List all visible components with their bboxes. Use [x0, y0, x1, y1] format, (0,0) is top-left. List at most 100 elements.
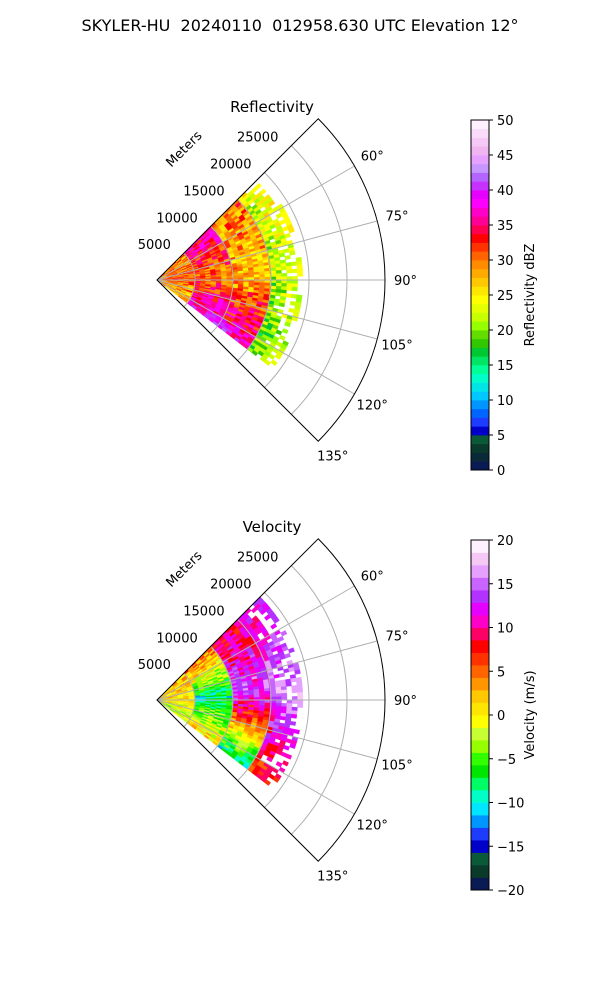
data-cell: [281, 703, 288, 708]
data-cell: [290, 677, 297, 683]
azimuth-tick-label: 60°: [361, 150, 384, 165]
colorbar-tick-label: 50: [497, 114, 514, 129]
azimuth-tick-label: 75°: [386, 630, 409, 645]
colorbar-swatch: [471, 715, 489, 728]
colorbar-swatch: [471, 391, 489, 401]
data-cell: [297, 272, 304, 277]
colorbar-swatch: [471, 303, 489, 313]
colorbar-swatch: [471, 627, 489, 641]
data-cell: [296, 688, 303, 693]
colorbar-swatch: [471, 865, 489, 878]
data-cell: [284, 652, 291, 659]
colorbar-swatch: [471, 330, 489, 340]
colorbar-swatch: [471, 677, 489, 691]
colorbar-swatch: [471, 356, 489, 366]
colorbar-swatch: [471, 216, 489, 226]
colorbar-swatch: [471, 172, 489, 182]
data-cell: [272, 776, 280, 783]
data-cell: [270, 282, 277, 287]
azimuth-gridline: [156, 699, 355, 815]
data-cell: [248, 694, 255, 698]
colorbar-swatch: [471, 665, 489, 678]
data-cell: [268, 200, 276, 207]
colorbar-swatch: [471, 777, 489, 791]
colorbar-tick-label: 40: [497, 184, 514, 199]
data-cell: [270, 273, 277, 278]
data-cell: [221, 276, 228, 279]
data-cell: [281, 279, 288, 284]
data-cell: [289, 743, 297, 749]
data-cell: [275, 285, 282, 291]
range-tick-label: 25000: [237, 131, 278, 146]
colorbar: −20 −15 −10 −5 0 5 10 15 20 Velocity (m/s): [470, 534, 538, 899]
data-cell: [297, 703, 304, 708]
range-tick-label: 10000: [156, 211, 197, 226]
colorbar-tick-label: 20: [497, 534, 514, 549]
data-field: [156, 182, 304, 367]
colorbar-swatch: [471, 461, 489, 471]
data-field: [156, 596, 304, 786]
colorbar-swatch: [471, 312, 489, 322]
data-cell: [243, 274, 250, 278]
colorbar-swatch: [471, 181, 489, 191]
colorbar-swatch: [471, 233, 489, 243]
colorbar-swatch: [471, 120, 489, 130]
colorbar-swatch: [471, 752, 489, 766]
azimuth-gridline: [156, 165, 355, 281]
data-cell: [275, 761, 283, 768]
data-cell: [297, 692, 304, 697]
data-cell: [291, 283, 298, 288]
sector-frame: [156, 118, 386, 442]
data-cell: [286, 703, 293, 708]
colorbar-swatch: [471, 802, 489, 816]
data-cell: [281, 696, 288, 701]
data-cell: [291, 706, 298, 712]
data-cell: [275, 702, 282, 707]
azimuth-gridline: [156, 220, 378, 281]
data-cell: [280, 686, 287, 691]
data-cell: [285, 293, 292, 298]
azimuth-tick-label: 120°: [357, 818, 388, 833]
azimuth-tick-label: 135°: [317, 450, 348, 465]
colorbar-swatch: [471, 815, 489, 828]
data-cell: [275, 292, 282, 297]
data-cell: [288, 647, 295, 654]
data-cell: [291, 696, 298, 701]
colorbar-swatch: [471, 565, 489, 578]
data-cell: [254, 182, 262, 190]
data-cell: [264, 282, 271, 287]
page-title: SKYLER-HU 20240110 012958.630 UTC Elevat…: [81, 16, 519, 35]
data-cell: [270, 690, 277, 695]
colorbar-tick-label: 10: [497, 394, 514, 409]
colorbar-swatch: [471, 690, 489, 703]
data-cell: [286, 699, 293, 704]
data-cell: [291, 279, 298, 284]
range-tick-label: 5000: [138, 658, 171, 673]
colorbar-swatch: [471, 840, 489, 853]
colorbar-swatch: [471, 163, 489, 173]
data-cell: [284, 321, 291, 328]
data-cell: [274, 353, 282, 360]
colorbar-tick-label: 20: [497, 324, 514, 339]
data-cell: [282, 760, 289, 767]
data-cell: [253, 694, 260, 698]
colorbar-tick-label: 5: [497, 665, 505, 680]
colorbar-tick-label: 25: [497, 289, 514, 304]
data-cell: [275, 693, 282, 698]
colorbar-tick-label: 45: [497, 149, 514, 164]
data-cell: [281, 689, 288, 694]
colorbar-swatch: [471, 365, 489, 375]
data-cell: [259, 188, 267, 196]
data-cell: [291, 268, 298, 274]
colorbar-tick-label: 0: [497, 709, 505, 724]
data-cell: [275, 686, 282, 691]
colorbar-swatch: [471, 765, 489, 778]
data-cell: [290, 261, 298, 267]
data-cell: [286, 276, 293, 281]
range-tick-label: 5000: [138, 238, 171, 253]
data-cell: [278, 334, 286, 341]
colorbar-tick-label: −20: [497, 884, 524, 899]
data-cell: [285, 265, 293, 271]
data-cell: [297, 695, 304, 701]
